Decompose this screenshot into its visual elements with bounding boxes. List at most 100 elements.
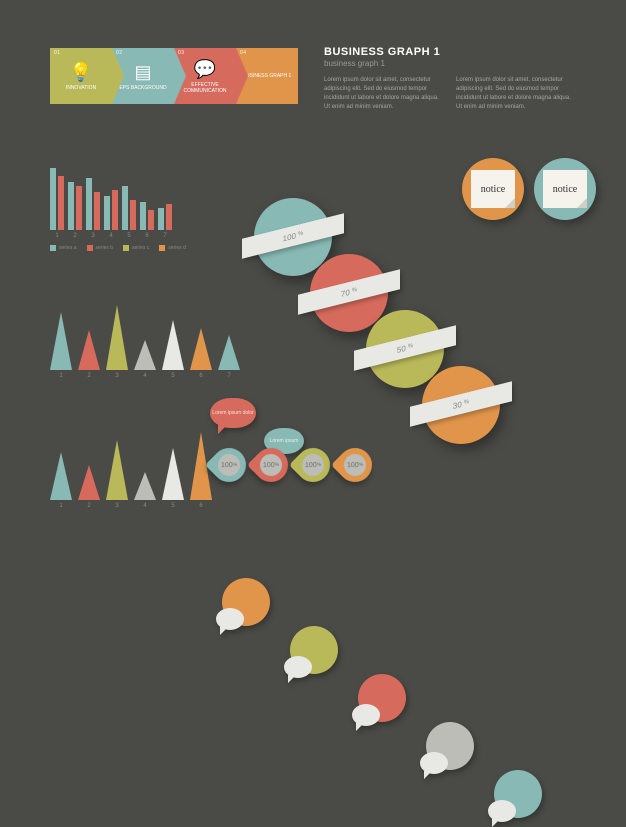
bar [94, 192, 100, 230]
marker-pin: 100% [205, 441, 253, 489]
bar [158, 208, 164, 230]
x-tick: 2 [68, 233, 82, 239]
triangle-bar [134, 472, 156, 500]
ribbon-value: 70 [341, 287, 350, 298]
x-tick: 6 [190, 373, 212, 379]
ribbon-value: 30 [453, 399, 462, 410]
bar [166, 204, 172, 230]
chat-bubble-icon [488, 800, 516, 822]
page-title: BUSINESS GRAPH 1 [324, 46, 574, 58]
legend-label: series b [96, 245, 114, 251]
legend-swatch [123, 245, 129, 251]
chat-bubble-icon [420, 752, 448, 774]
speech-bubble: Lorem ipsum dolor [210, 398, 256, 428]
x-tick: 6 [190, 503, 212, 509]
chat-circle [222, 578, 270, 626]
page-subtitle: business graph 1 [324, 59, 574, 68]
x-tick: 3 [86, 233, 100, 239]
triangle-bar [134, 340, 156, 370]
marker-value: 100% [218, 454, 240, 476]
x-tick: 7 [218, 373, 240, 379]
legend-item: series b [87, 245, 114, 251]
ribbon-unit: % [408, 343, 413, 350]
notice-circle: notice [534, 158, 596, 220]
ribbon-unit: % [352, 287, 357, 294]
bar-group [140, 202, 154, 230]
x-tick: 6 [140, 233, 154, 239]
bar-group [68, 182, 82, 230]
x-tick: 5 [162, 373, 184, 379]
triangle-bar [50, 452, 72, 500]
marker-value: 100% [260, 454, 282, 476]
chevron-right-icon [236, 48, 248, 104]
ribbon-unit: % [464, 399, 469, 406]
triangle-bar [50, 312, 72, 370]
process-step-number: 01 [54, 50, 61, 56]
triangle-bar [218, 335, 240, 370]
bar-group [104, 190, 118, 230]
marker-value: 100% [302, 454, 324, 476]
speech-bubble-text: Lorem ipsum dolor [212, 410, 253, 416]
ribbon-value: 50 [397, 343, 406, 354]
x-tick: 1 [50, 503, 72, 509]
chat-circle [494, 770, 542, 818]
x-tick: 3 [106, 503, 128, 509]
bar [140, 202, 146, 230]
bar [76, 186, 82, 230]
chat-circle [358, 674, 406, 722]
speech-bubble-text: Lorem ipsum [270, 438, 299, 444]
chat-bubble-icon [284, 656, 312, 678]
ribbon-value: 100 [283, 231, 296, 243]
chat-circle [426, 722, 474, 770]
x-tick: 5 [122, 233, 136, 239]
body-text-col-2: Lorem ipsum dolor sit amet, consectetur … [456, 76, 574, 112]
chat-bubble-icon [352, 704, 380, 726]
x-tick: 4 [104, 233, 118, 239]
sticky-note: notice [471, 170, 515, 208]
chat-circle [290, 626, 338, 674]
triangle-bar [78, 330, 100, 370]
x-tick: 2 [78, 373, 100, 379]
legend-label: series a [59, 245, 77, 251]
bar [68, 182, 74, 230]
bar [50, 168, 56, 230]
bar [104, 196, 110, 230]
sticky-note: notice [543, 170, 587, 208]
triangle-chart-1: 1234567 [50, 300, 240, 379]
x-tick: 1 [50, 373, 72, 379]
legend-swatch [159, 245, 165, 251]
x-tick: 1 [50, 233, 64, 239]
legend-label: series d [168, 245, 186, 251]
ribbon-unit: % [298, 230, 303, 237]
x-tick: 2 [78, 503, 100, 509]
layers-icon: ▤ [134, 62, 151, 83]
x-tick: 5 [162, 503, 184, 509]
bar-group [86, 178, 100, 230]
x-tick: 4 [134, 373, 156, 379]
marker-value: 100% [344, 454, 366, 476]
process-step-label: INNOVATION [60, 85, 102, 91]
marker-pin: 100% [331, 441, 379, 489]
chevron-right-icon [112, 48, 124, 104]
bar [86, 178, 92, 230]
triangle-bar [106, 440, 128, 500]
legend-item: series c [123, 245, 149, 251]
bar [58, 176, 64, 230]
triangle-bar [162, 448, 184, 500]
triangle-chart-2: 123456 [50, 430, 212, 509]
lightbulb-icon: 💡 [70, 62, 92, 83]
triangle-bar [190, 328, 212, 370]
x-tick: 3 [106, 373, 128, 379]
x-tick: 4 [134, 503, 156, 509]
chat-bubble-icon [216, 608, 244, 630]
chevron-right-icon [174, 48, 186, 104]
bar [112, 190, 118, 230]
triangle-bar [106, 305, 128, 370]
x-tick: 7 [158, 233, 172, 239]
bar-group [158, 204, 172, 230]
bar-group [122, 186, 136, 230]
speech-bubbles-icon: 💬 [194, 59, 216, 80]
notice-circle: notice [462, 158, 524, 220]
legend-item: series d [159, 245, 186, 251]
legend-swatch [50, 245, 56, 251]
